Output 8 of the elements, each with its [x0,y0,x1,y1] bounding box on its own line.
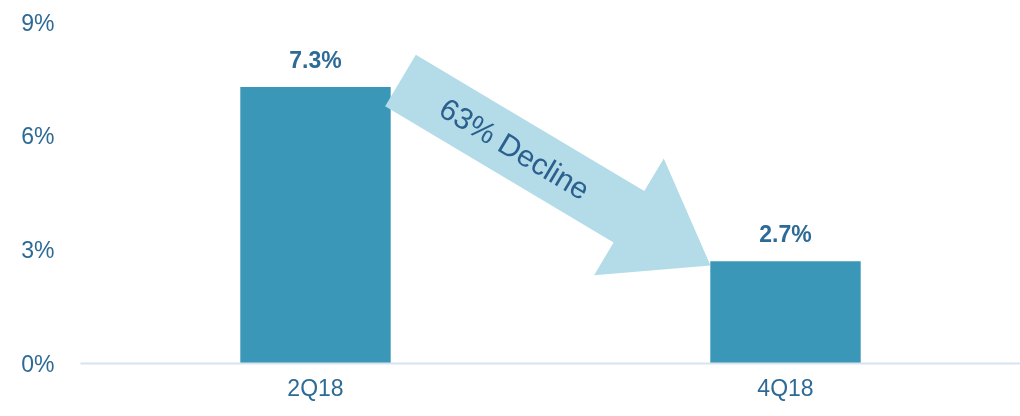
data-label: 2.7% [759,221,812,248]
x-tick-label: 4Q18 [757,374,814,401]
x-tick-label: 2Q18 [287,374,344,401]
y-tick-label: 3% [21,236,55,263]
y-tick-label: 9% [21,9,55,36]
data-label: 7.3% [289,46,342,73]
y-tick-label: 0% [21,350,55,377]
y-tick-label: 6% [21,123,55,150]
